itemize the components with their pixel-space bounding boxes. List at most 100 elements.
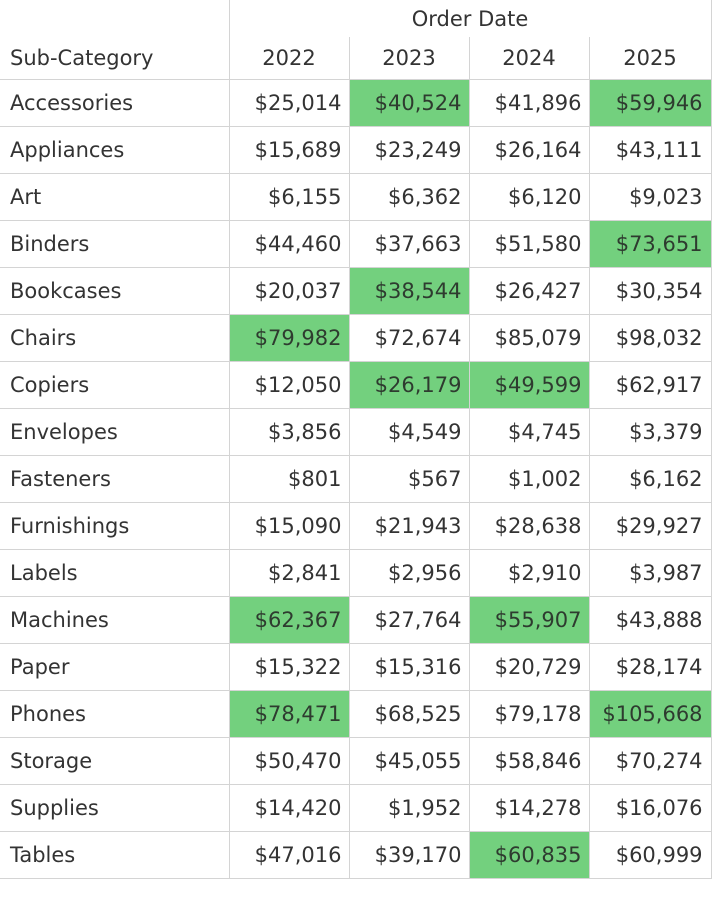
sales-value-cell: $21,943 — [348, 502, 469, 550]
sales-value-cell: $41,896 — [468, 79, 589, 127]
table-row: Storage $50,470 $45,055 $58,846 $70,274 — [0, 737, 712, 785]
year-header-2022: 2022 — [228, 37, 349, 80]
sales-value-cell: $60,835 — [468, 831, 589, 879]
sales-value-cell: $44,460 — [228, 220, 349, 268]
sales-value-cell: $43,111 — [588, 126, 712, 174]
sales-value-cell: $2,910 — [468, 549, 589, 597]
sales-value-cell: $25,014 — [228, 79, 349, 127]
sales-value-cell: $40,524 — [348, 79, 469, 127]
sales-value-cell: $79,178 — [468, 690, 589, 738]
sales-value-cell: $30,354 — [588, 267, 712, 315]
table-body: Accessories $25,014 $40,524 $41,896 $59,946 A… — [0, 79, 712, 879]
table-row: Fasteners $801 $567 $1,002 $6,162 — [0, 455, 712, 503]
sales-value-cell: $15,090 — [228, 502, 349, 550]
table-row: Accessories $25,014 $40,524 $41,896 $59,946 — [0, 79, 712, 127]
sales-value-cell: $55,907 — [468, 596, 589, 644]
sales-value-cell: $15,689 — [228, 126, 349, 174]
sales-value-cell: $9,023 — [588, 173, 712, 221]
sales-value-cell: $70,274 — [588, 737, 712, 785]
sales-value-cell: $51,580 — [468, 220, 589, 268]
table-row: Furnishings $15,090 $21,943 $28,638 $29,927 — [0, 502, 712, 550]
row-label: Storage — [0, 737, 229, 785]
year-header-2025: 2025 — [588, 37, 712, 80]
sales-value-cell: $43,888 — [588, 596, 712, 644]
sales-value-cell: $4,745 — [468, 408, 589, 456]
table-row: Chairs $79,982 $72,674 $85,079 $98,032 — [0, 314, 712, 362]
sales-value-cell: $73,651 — [588, 220, 712, 268]
row-label: Machines — [0, 596, 229, 644]
sales-value-cell: $62,917 — [588, 361, 712, 409]
table-row: Labels $2,841 $2,956 $2,910 $3,987 — [0, 549, 712, 597]
corner-cell — [0, 0, 229, 37]
sales-value-cell: $26,427 — [468, 267, 589, 315]
sales-value-cell: $68,525 — [348, 690, 469, 738]
sales-value-cell: $58,846 — [468, 737, 589, 785]
row-label: Fasteners — [0, 455, 229, 503]
sales-value-cell: $50,470 — [228, 737, 349, 785]
sales-value-cell: $3,856 — [228, 408, 349, 456]
sales-value-cell: $567 — [348, 455, 469, 503]
row-label: Paper — [0, 643, 229, 691]
sales-value-cell: $105,668 — [588, 690, 712, 738]
sales-value-cell: $59,946 — [588, 79, 712, 127]
sales-value-cell: $45,055 — [348, 737, 469, 785]
year-header-2023: 2023 — [348, 37, 469, 80]
row-label: Binders — [0, 220, 229, 268]
sales-value-cell: $39,170 — [348, 831, 469, 879]
table-row: Appliances $15,689 $23,249 $26,164 $43,111 — [0, 126, 712, 174]
row-label: Chairs — [0, 314, 229, 362]
sales-value-cell: $98,032 — [588, 314, 712, 362]
sales-value-cell: $37,663 — [348, 220, 469, 268]
table-row: Paper $15,322 $15,316 $20,729 $28,174 — [0, 643, 712, 691]
sales-value-cell: $15,322 — [228, 643, 349, 691]
row-label: Art — [0, 173, 229, 221]
sales-value-cell: $20,037 — [228, 267, 349, 315]
sales-value-cell: $79,982 — [228, 314, 349, 362]
sales-value-cell: $60,999 — [588, 831, 712, 879]
sales-value-cell: $15,316 — [348, 643, 469, 691]
sales-value-cell: $6,155 — [228, 173, 349, 221]
row-label: Envelopes — [0, 408, 229, 456]
sales-value-cell: $4,549 — [348, 408, 469, 456]
sales-value-cell: $28,638 — [468, 502, 589, 550]
row-label: Labels — [0, 549, 229, 597]
sales-value-cell: $1,952 — [348, 784, 469, 832]
row-label: Supplies — [0, 784, 229, 832]
sales-value-cell: $78,471 — [228, 690, 349, 738]
sales-value-cell: $23,249 — [348, 126, 469, 174]
year-header-2024: 2024 — [468, 37, 589, 80]
table-row: Bookcases $20,037 $38,544 $26,427 $30,354 — [0, 267, 712, 315]
sales-value-cell: $14,420 — [228, 784, 349, 832]
row-label: Bookcases — [0, 267, 229, 315]
sales-value-cell: $6,162 — [588, 455, 712, 503]
sales-value-cell: $2,841 — [228, 549, 349, 597]
sales-value-cell: $62,367 — [228, 596, 349, 644]
sales-value-cell: $26,164 — [468, 126, 589, 174]
row-label: Furnishings — [0, 502, 229, 550]
sales-value-cell: $38,544 — [348, 267, 469, 315]
row-label: Tables — [0, 831, 229, 879]
sales-value-cell: $801 — [228, 455, 349, 503]
sales-value-cell: $27,764 — [348, 596, 469, 644]
sales-value-cell: $14,278 — [468, 784, 589, 832]
sales-value-cell: $20,729 — [468, 643, 589, 691]
sales-value-cell: $16,076 — [588, 784, 712, 832]
table-row: Supplies $14,420 $1,952 $14,278 $16,076 — [0, 784, 712, 832]
sub-category-header: Sub-Category — [0, 37, 229, 80]
table-row: Binders $44,460 $37,663 $51,580 $73,651 — [0, 220, 712, 268]
sales-value-cell: $28,174 — [588, 643, 712, 691]
row-label: Accessories — [0, 79, 229, 127]
sales-value-cell: $26,179 — [348, 361, 469, 409]
sales-value-cell: $3,379 — [588, 408, 712, 456]
order-date-header: Order Date — [228, 0, 712, 37]
sales-value-cell: $29,927 — [588, 502, 712, 550]
table-row: Phones $78,471 $68,525 $79,178 $105,668 — [0, 690, 712, 738]
table-row: Envelopes $3,856 $4,549 $4,745 $3,379 — [0, 408, 712, 456]
sales-value-cell: $6,362 — [348, 173, 469, 221]
sales-value-cell: $2,956 — [348, 549, 469, 597]
sales-crosstab: Order Date Sub-Category 2022 2023 2024 2… — [0, 0, 712, 879]
sales-value-cell: $6,120 — [468, 173, 589, 221]
sales-value-cell: $49,599 — [468, 361, 589, 409]
sales-value-cell: $1,002 — [468, 455, 589, 503]
row-label: Copiers — [0, 361, 229, 409]
